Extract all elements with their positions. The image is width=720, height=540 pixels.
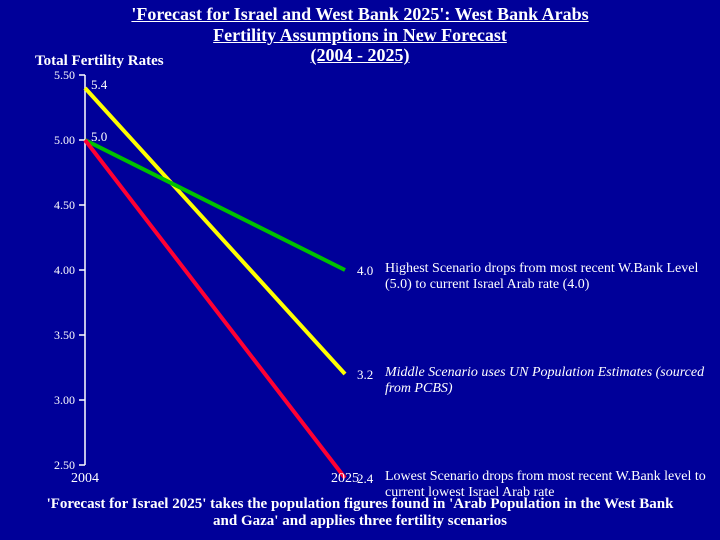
y-tick-label: 3.50 [35,328,75,343]
annotation-value: 4.0 [357,263,373,279]
annotation-value: 3.2 [357,367,373,383]
annotation-value: 2.4 [357,471,373,487]
annotation-text: Highest Scenario drops from most recent … [385,261,710,293]
series-lowest-red [85,140,345,478]
x-tick-label: 2004 [55,471,115,487]
series-start-label: 5.0 [91,129,107,145]
y-tick-label: 5.50 [35,68,75,83]
slide: 'Forecast for Israel and West Bank 2025'… [0,0,720,540]
series-middle-yellow [85,88,345,374]
y-tick-label: 4.00 [35,263,75,278]
series-highest-green [85,140,345,270]
y-tick-label: 5.00 [35,133,75,148]
annotation-text: Middle Scenario uses UN Population Estim… [385,365,710,397]
series-start-label: 5.4 [91,77,107,93]
y-tick-label: 3.00 [35,393,75,408]
y-tick-label: 4.50 [35,198,75,213]
annotation-text: Lowest Scenario drops from most recent W… [385,469,710,501]
